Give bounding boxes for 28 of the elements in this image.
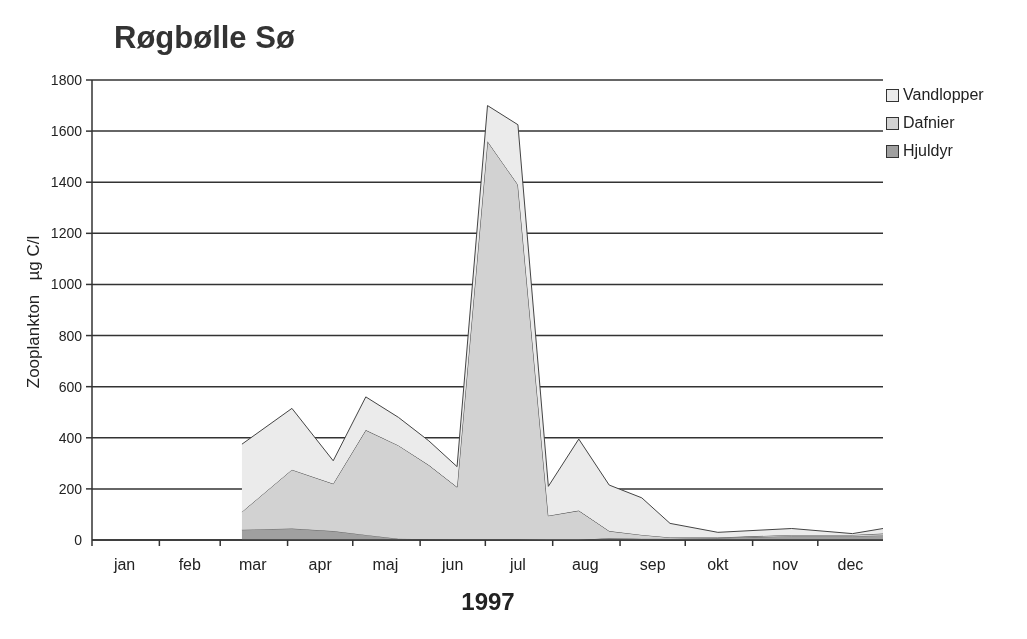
y-tick-label: 1200 — [50, 225, 83, 242]
x-tick-label: jan — [112, 556, 136, 573]
legend-label: Vandlopper — [903, 86, 984, 104]
y-tick-label: 200 — [58, 480, 83, 497]
x-tick-label: maj — [372, 556, 399, 573]
y-tick-label: 400 — [58, 429, 83, 446]
legend-label: Dafnier — [903, 114, 955, 132]
y-tick-label: 1000 — [50, 276, 83, 293]
legend-label: Hjuldyr — [903, 142, 953, 160]
x-tick-label: jun — [441, 556, 464, 573]
x-tick-label: dec — [837, 556, 864, 573]
y-axis-title: Zooplankton µg C/l — [24, 235, 44, 389]
x-tick-label: mar — [239, 556, 268, 573]
y-tick-label: 600 — [58, 378, 83, 395]
y-tick-label: 0 — [74, 532, 83, 548]
x-tick-label: okt — [707, 556, 730, 573]
x-tick-label: apr — [308, 556, 333, 573]
x-tick-label: nov — [772, 556, 799, 573]
y-tick-label: 1800 — [50, 72, 83, 88]
y-tick-label: 800 — [58, 327, 83, 344]
x-tick-label: jul — [508, 556, 526, 573]
x-tick-label: feb — [178, 556, 202, 573]
y-tick-label: 1400 — [50, 174, 83, 191]
x-axis-title: 1997 — [461, 588, 515, 616]
y-tick-label: 1600 — [50, 123, 83, 140]
x-tick-label: sep — [639, 556, 666, 573]
x-tick-label: aug — [571, 556, 599, 573]
chart-title: Røgbølle Sø — [114, 20, 295, 56]
